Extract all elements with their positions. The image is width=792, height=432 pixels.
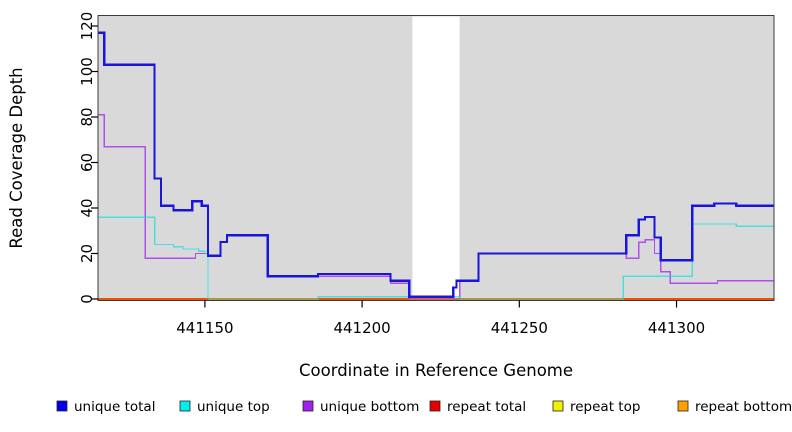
x-tick-label: 441200 <box>333 319 390 337</box>
plot-border <box>97 15 775 301</box>
legend-swatch-repeat-total <box>429 400 441 412</box>
x-axis-title: Coordinate in Reference Genome <box>299 361 573 380</box>
legend-swatch-repeat-top <box>552 400 564 412</box>
legend-label-repeat-bottom: repeat bottom <box>695 399 792 415</box>
y-tick-label: 100 <box>78 57 96 86</box>
legend-label-unique-bottom: unique bottom <box>320 399 419 415</box>
x-tick-label: 441250 <box>491 319 548 337</box>
series-line-unique-top <box>98 216 774 300</box>
y-tick-label: 40 <box>78 198 96 217</box>
legend-swatch-unique-top <box>179 400 191 412</box>
y-tick-label: 0 <box>78 294 96 304</box>
series-line-unique-total <box>98 31 774 298</box>
legend-swatch-unique-total <box>56 400 68 412</box>
legend-swatch-repeat-bottom <box>677 400 689 412</box>
y-axis-title: Read Coverage Depth <box>7 67 26 248</box>
legend-swatch-unique-bottom <box>302 400 314 412</box>
gap-band <box>412 16 460 300</box>
legend-label-repeat-top: repeat top <box>570 399 640 415</box>
series-line-unique-bottom <box>98 114 774 300</box>
y-tick-label: 60 <box>78 153 96 172</box>
legend-label-unique-top: unique top <box>197 399 270 415</box>
legend-label-unique-total: unique total <box>74 399 155 415</box>
y-tick-label: 20 <box>78 244 96 263</box>
x-tick-label: 441150 <box>176 319 233 337</box>
x-tick-label: 441300 <box>648 319 705 337</box>
y-tick-label: 80 <box>78 107 96 126</box>
legend-label-repeat-total: repeat total <box>447 399 526 415</box>
y-tick-label: 120 <box>78 12 96 41</box>
